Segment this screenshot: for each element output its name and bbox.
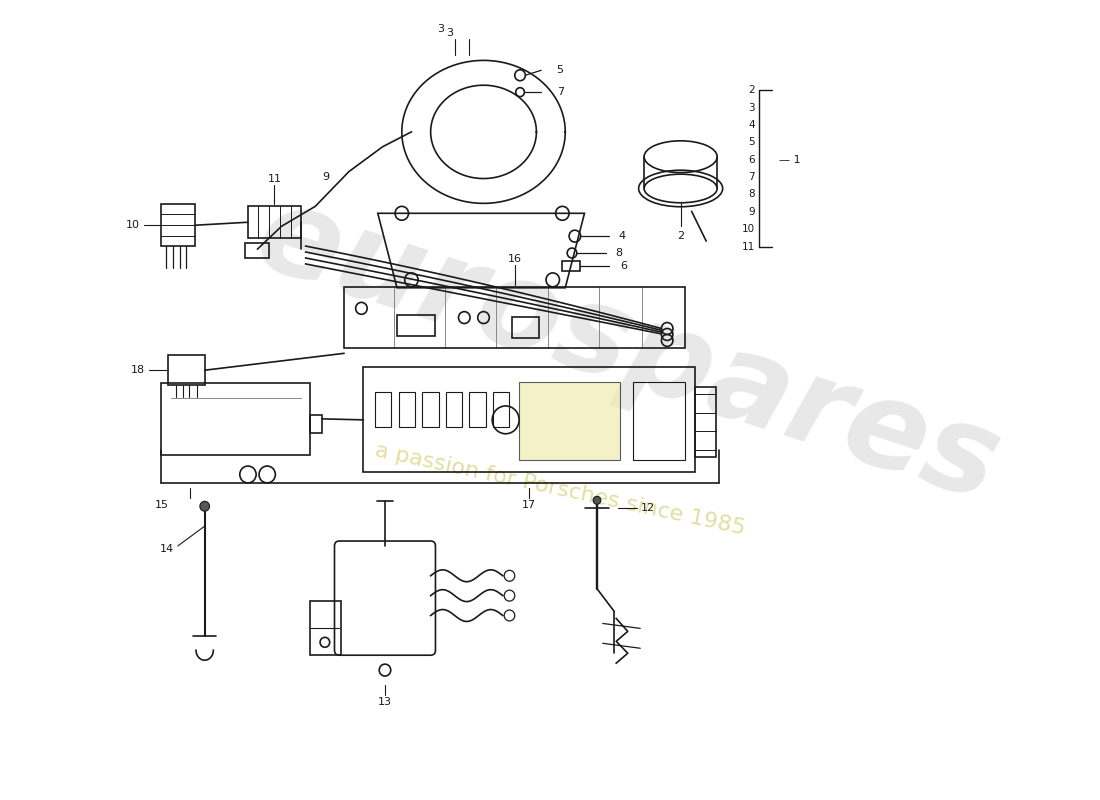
Text: 7: 7 — [557, 87, 563, 97]
Bar — [398, 392, 415, 427]
Text: 2: 2 — [748, 85, 755, 95]
Text: 11: 11 — [741, 242, 755, 251]
Bar — [168, 355, 205, 385]
Text: 14: 14 — [160, 544, 174, 554]
Text: 7: 7 — [748, 172, 755, 182]
Bar — [493, 392, 509, 427]
Text: 3: 3 — [447, 27, 453, 38]
Circle shape — [200, 502, 209, 511]
Text: 16: 16 — [508, 254, 521, 264]
Circle shape — [593, 496, 601, 504]
Bar — [375, 392, 392, 427]
Text: — 1: — 1 — [779, 154, 801, 165]
Text: 3: 3 — [437, 23, 443, 34]
Text: 10: 10 — [126, 220, 141, 230]
Bar — [248, 206, 300, 238]
Text: 8: 8 — [748, 190, 755, 199]
Text: eurospares: eurospares — [242, 175, 1013, 526]
Bar — [363, 367, 695, 471]
Bar — [422, 392, 439, 427]
Bar — [162, 204, 195, 246]
Bar — [310, 601, 341, 655]
Text: 3: 3 — [748, 102, 755, 113]
Text: 15: 15 — [154, 500, 168, 510]
Text: 18: 18 — [131, 366, 145, 375]
Text: 5: 5 — [557, 66, 563, 75]
Text: a passion for Porsches since 1985: a passion for Porsches since 1985 — [373, 440, 748, 538]
Bar — [562, 261, 580, 271]
Text: 9: 9 — [748, 207, 755, 217]
Text: 17: 17 — [522, 500, 537, 510]
Text: 10: 10 — [741, 224, 755, 234]
Bar — [513, 317, 539, 338]
Text: 11: 11 — [267, 174, 282, 183]
Text: 9: 9 — [322, 171, 330, 182]
Bar — [310, 415, 322, 433]
Text: 12: 12 — [641, 503, 656, 514]
Bar — [162, 383, 310, 454]
Text: 4: 4 — [618, 231, 625, 241]
Bar — [397, 314, 436, 337]
Text: 13: 13 — [378, 697, 392, 707]
Text: 8: 8 — [615, 248, 623, 258]
Bar — [695, 387, 716, 457]
Bar — [470, 392, 486, 427]
Bar — [446, 392, 462, 427]
Bar — [344, 286, 685, 348]
Text: 6: 6 — [620, 261, 627, 271]
Bar — [632, 382, 685, 459]
Bar — [519, 382, 620, 459]
Text: 5: 5 — [748, 138, 755, 147]
Bar — [245, 243, 270, 258]
Text: 4: 4 — [748, 120, 755, 130]
Text: 2: 2 — [678, 231, 684, 241]
Text: 6: 6 — [748, 154, 755, 165]
